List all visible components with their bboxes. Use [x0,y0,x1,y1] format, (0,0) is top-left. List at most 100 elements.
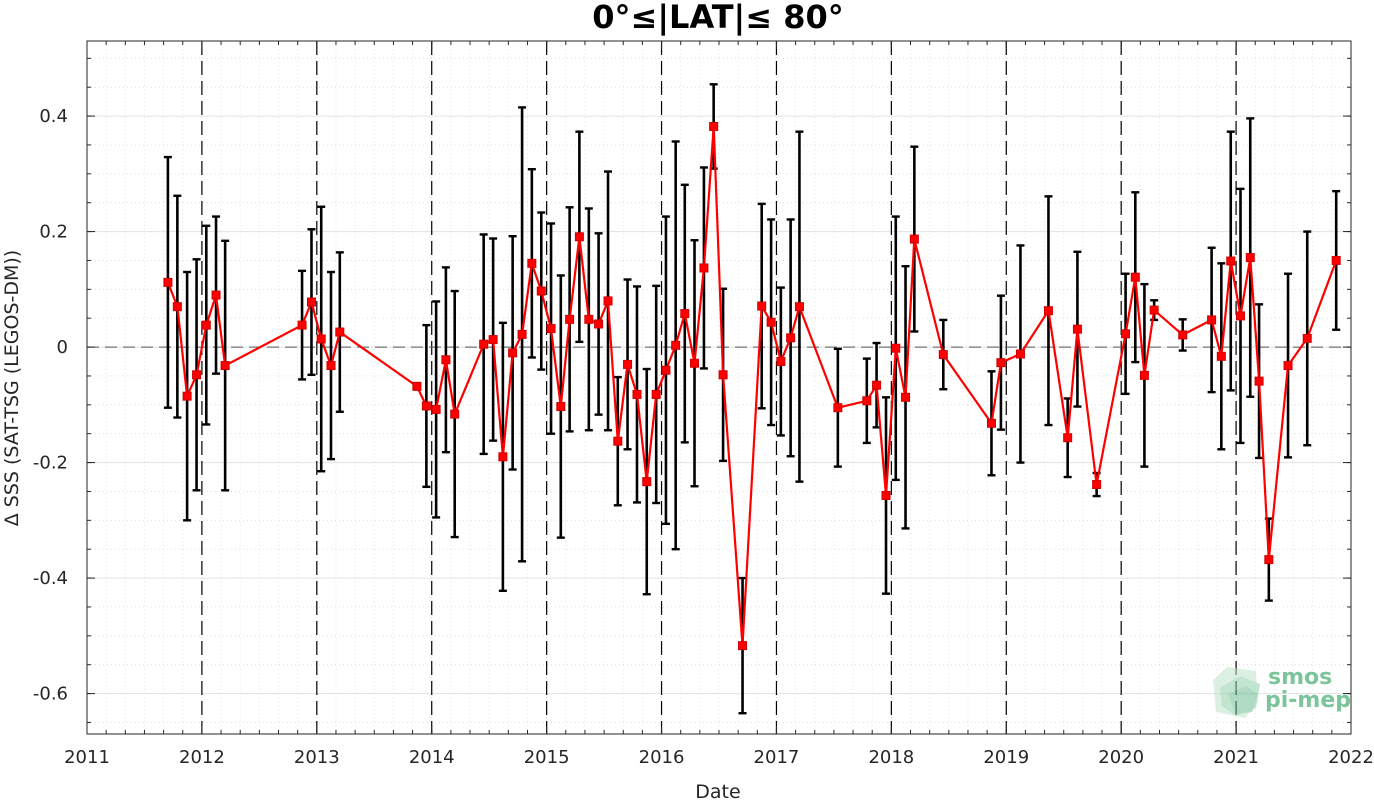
data-point [1235,311,1245,321]
y-tick-label: -0.2 [33,453,68,474]
x-tick-label: 2020 [1098,747,1144,768]
data-point [651,389,661,399]
data-point [201,320,211,330]
data-point [306,297,316,307]
data-point [565,314,575,324]
data-point [182,391,192,401]
x-axis-label: Date [695,781,740,801]
axis-ticks [86,41,1352,734]
x-tick-label: 2018 [868,747,914,768]
x-tick-label: 2022 [1328,747,1374,768]
data-point [412,381,422,391]
data-point [680,309,690,319]
data-point [421,401,431,411]
data-point [690,358,700,368]
major-grid [87,115,1351,695]
data-point [901,392,911,402]
data-point [1331,255,1341,265]
y-tick-label: -0.4 [33,568,68,589]
data-point [709,121,719,131]
data-point [556,402,566,412]
y-tick-label: 0.2 [39,222,68,243]
data-point [1121,329,1131,339]
x-tick-label: 2016 [639,747,685,768]
x-tick-label: 2013 [294,747,340,768]
data-point [297,320,307,330]
data-point [938,350,948,360]
data-point [738,641,748,651]
data-point [594,319,604,329]
x-tick-label: 2017 [754,747,800,768]
data-point [881,490,891,500]
data-point [441,355,451,365]
data-point [699,263,709,273]
data-point [1178,330,1188,340]
data-point [757,301,767,311]
data-point [211,290,221,300]
data-point [1130,272,1140,282]
data-point [574,232,584,242]
logo-mark-icon [1213,667,1260,718]
data-point [546,324,556,334]
data-point [220,361,230,371]
x-tick-labels: 2011 2012 2013 2014 2015 2016 2017 2018 2019 2020… [64,747,1374,768]
data-point [766,317,776,327]
data-point [794,302,804,312]
data-point [508,348,518,358]
data-point [527,258,537,268]
data-point [1092,480,1102,490]
data-point [479,339,489,349]
data-point [431,404,441,414]
data-point [1216,351,1226,361]
y-tick-label: 0 [57,337,68,358]
x-tick-label: 2014 [409,747,455,768]
year-dashed-lines [201,41,1237,734]
series-line [166,126,1338,646]
data-point [718,370,728,380]
data-point [450,409,460,419]
data-point [1254,376,1264,386]
data-point [1149,305,1159,315]
data-point [1302,333,1312,343]
logo-line1: smos [1268,665,1332,690]
data-point [776,357,786,367]
data-point [316,334,326,344]
logo-line2: pi-mep [1265,688,1351,713]
axes-box [86,40,1352,735]
data-point [584,314,594,324]
x-tick-label: 2021 [1213,747,1259,768]
chart-title: 0°≤|LAT|≤ 80° [592,0,843,37]
error-bars [163,83,1341,715]
data-point [872,380,882,390]
data-point [986,418,996,428]
data-point [1043,306,1053,316]
data-point [1207,315,1217,325]
y-tick-labels: 0.4 0.2 0 -0.2 -0.4 -0.6 [33,106,68,705]
data-point [192,370,202,380]
x-tick-label: 2015 [524,747,570,768]
smos-pi-mep-logo: smos pi-mep [1213,665,1351,718]
data-point [172,302,182,312]
data-point [996,358,1006,368]
x-tick-label: 2012 [179,747,225,768]
data-point [1139,370,1149,380]
data-point [1015,349,1025,359]
y-tick-label: 0.4 [39,106,68,127]
data-point [1245,253,1255,263]
data-point [517,329,527,339]
x-tick-label: 2019 [983,747,1029,768]
data-point [335,327,345,337]
data-point [498,452,508,462]
data-point [642,477,652,487]
data-point [909,234,919,244]
data-point [163,277,173,287]
data-point [1063,433,1073,443]
data-point [661,365,671,375]
x-tick-label: 2011 [64,747,110,768]
data-point [613,436,623,446]
data-point [632,389,642,399]
y-axis-label: Δ SSS (SAT-TSG (LEGOS-DM)) [1,250,23,526]
data-point [891,343,901,353]
data-point [1264,555,1274,565]
